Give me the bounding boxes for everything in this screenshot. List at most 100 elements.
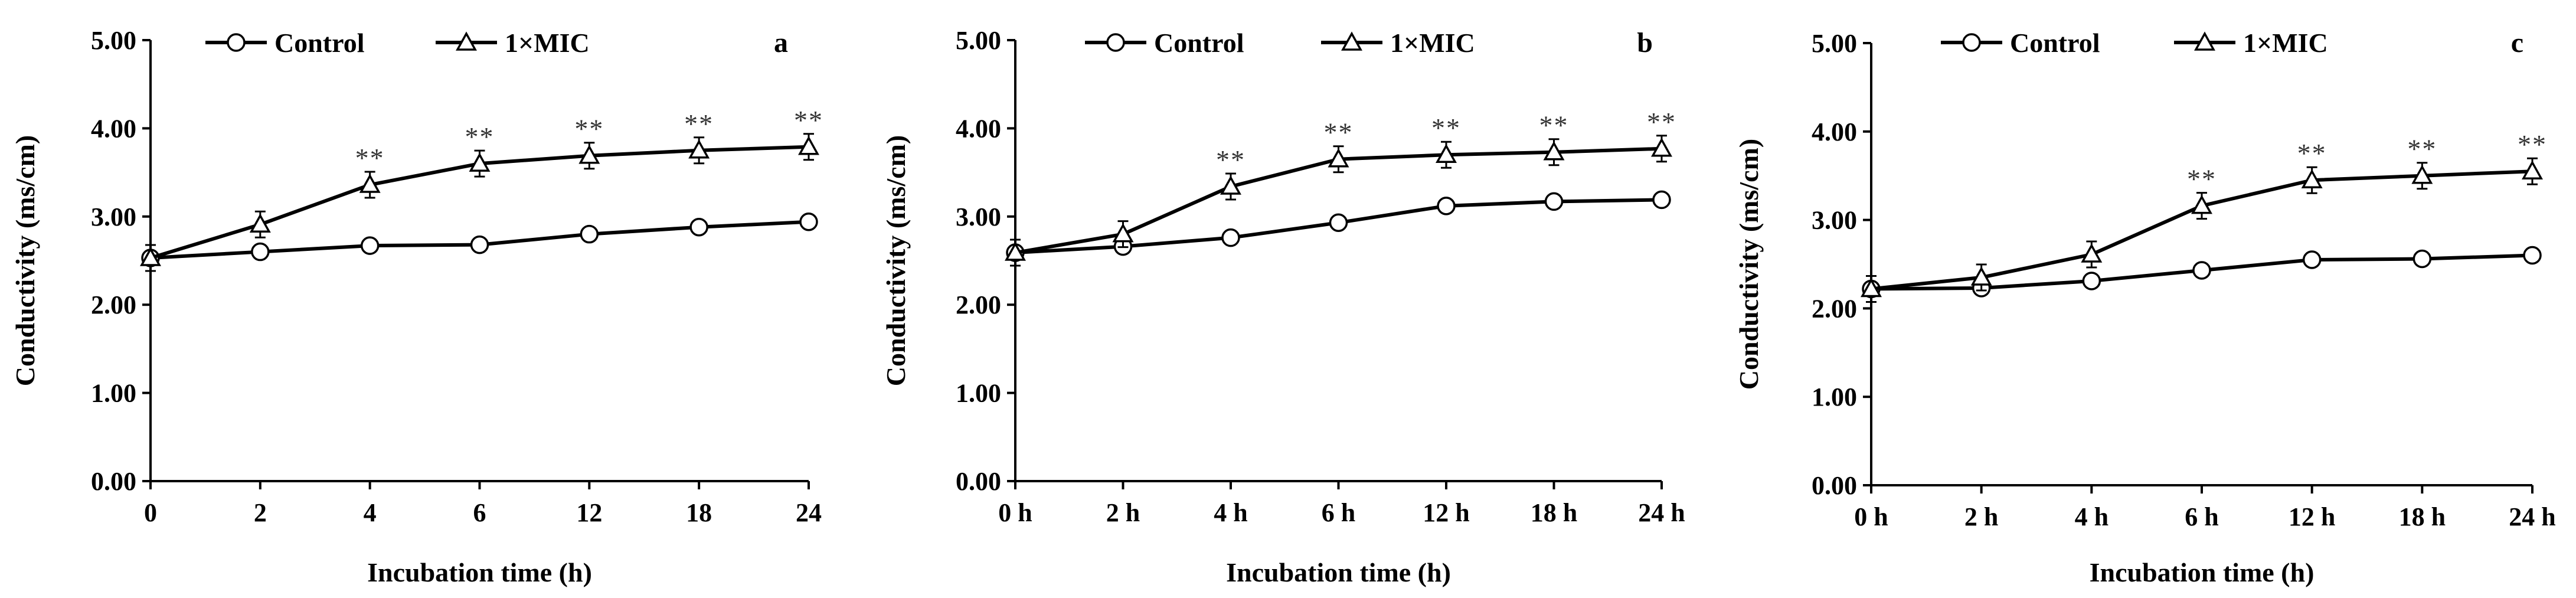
data-point-control — [1652, 190, 1671, 210]
x-tick-label: 2 h — [1106, 498, 1140, 527]
y-tick-label: 1.00 — [91, 379, 136, 408]
y-tick-label: 1.00 — [956, 379, 1001, 408]
data-point-control — [580, 224, 599, 244]
x-tick-label: 24 h — [2509, 502, 2555, 531]
data-point-control — [1437, 197, 1456, 215]
significance-marker: ** — [1539, 110, 1569, 140]
legend-marker-control — [1106, 33, 1125, 52]
data-point-control — [2523, 246, 2542, 265]
x-tick-label: 12 — [576, 498, 602, 527]
x-tick-label: 0 h — [998, 498, 1032, 527]
x-tick-label: 6 h — [2185, 502, 2218, 531]
data-point-mic — [688, 139, 710, 159]
x-tick-label: 0 — [144, 498, 157, 527]
data-point-mic — [2301, 169, 2323, 188]
x-tick-label: 0 h — [1854, 502, 1888, 531]
data-point-control — [799, 213, 818, 231]
data-point-control — [1221, 228, 1240, 247]
x-axis-label: Incubation time (h) — [367, 557, 592, 587]
y-tick-label: 4.00 — [1812, 117, 1857, 146]
legend-marker-mic — [2194, 31, 2215, 51]
data-point-mic — [140, 247, 161, 266]
x-tick-label: 2 — [254, 498, 267, 527]
y-tick-label: 0.00 — [1812, 471, 1857, 500]
significance-marker: ** — [2297, 138, 2327, 168]
panel-letter: b — [1637, 27, 1653, 58]
data-point-mic — [1436, 143, 1457, 163]
y-tick-label: 5.00 — [1812, 29, 1857, 58]
x-axis-label: Incubation time (h) — [2090, 557, 2315, 587]
legend-label-mic: 1×MIC — [2243, 28, 2328, 58]
data-point-mic — [1543, 141, 1565, 161]
y-tick-label: 2.00 — [91, 290, 136, 319]
x-tick-label: 6 h — [1322, 498, 1355, 527]
significance-marker: ** — [2518, 129, 2547, 159]
legend-label-control: Control — [274, 28, 365, 58]
data-point-control — [470, 235, 489, 254]
y-tick-label: 0.00 — [956, 467, 1001, 496]
y-tick-label: 1.00 — [1812, 383, 1857, 411]
significance-marker: ** — [2407, 134, 2437, 164]
data-point-control — [1544, 192, 1564, 211]
legend-marker-mic — [456, 31, 477, 51]
chart-panel-b: 0.00 1.00 2.00 3.00 4.00 5.00 0 h 2 h 4 h 6 h 12 h… — [881, 26, 1685, 587]
x-tick-label: 24 — [796, 498, 822, 527]
significance-marker: ** — [1324, 117, 1354, 148]
data-point-mic — [1651, 138, 1672, 157]
data-point-mic — [2191, 195, 2212, 214]
x-tick-label: 4 h — [2075, 502, 2108, 531]
data-point-control — [2192, 261, 2211, 280]
significance-marker: ** — [1216, 145, 1245, 175]
y-tick-label: 4.00 — [956, 114, 1001, 143]
x-tick-label: 12 h — [2289, 502, 2335, 531]
data-point-control — [2302, 250, 2322, 269]
data-point-control — [2412, 249, 2432, 269]
y-tick-label: 5.00 — [956, 26, 1001, 55]
legend-marker-control — [227, 33, 246, 52]
data-point-mic — [798, 136, 819, 155]
data-point-mic — [2522, 160, 2543, 179]
data-point-mic — [2081, 243, 2103, 263]
data-point-mic — [469, 152, 491, 172]
y-axis-label: Conductivity (ms/cm) — [1734, 139, 1764, 390]
data-point-mic — [359, 174, 381, 193]
x-tick-label: 18 h — [1531, 498, 1577, 527]
data-point-mic — [1861, 277, 1882, 298]
y-tick-label: 2.00 — [1812, 294, 1857, 323]
x-tick-label: 4 — [364, 498, 377, 527]
y-axis-label: Conductivity (ms/cm) — [10, 135, 40, 386]
y-tick-label: 4.00 — [91, 114, 136, 143]
significance-marker: ** — [2187, 164, 2217, 194]
x-tick-label: 12 h — [1423, 498, 1469, 527]
data-point-control — [2082, 272, 2101, 290]
data-point-mic — [249, 213, 271, 233]
significance-marker: ** — [465, 122, 495, 152]
y-tick-label: 3.00 — [91, 202, 136, 231]
significance-marker: ** — [574, 114, 604, 144]
y-axis-label: Conductivity (ms/cm) — [881, 135, 911, 386]
significance-marker: ** — [1431, 113, 1461, 143]
y-tick-label: 3.00 — [1812, 206, 1857, 235]
data-point-mic — [2411, 165, 2433, 184]
x-tick-label: 24 h — [1638, 498, 1685, 527]
x-tick-label: 18 — [686, 498, 712, 527]
data-point-mic — [1005, 241, 1026, 261]
significance-marker: ** — [355, 143, 385, 173]
data-point-mic — [1220, 175, 1241, 195]
x-tick-label: 4 h — [1214, 498, 1247, 527]
data-point-control — [689, 217, 708, 237]
data-point-control — [251, 242, 270, 262]
y-tick-label: 5.00 — [91, 26, 136, 55]
data-point-mic — [1970, 266, 1992, 286]
data-point-mic — [1328, 148, 1349, 168]
data-point-control — [1329, 213, 1348, 233]
panel-letter: c — [2511, 27, 2523, 58]
legend-label-mic: 1×MIC — [1390, 28, 1475, 58]
significance-marker: ** — [794, 105, 823, 135]
x-axis-label: Incubation time (h) — [1226, 557, 1451, 587]
chart-panel-a: 0.001.002.003.004.005.000 2 4 6 12 18 24Incuba… — [10, 26, 823, 587]
data-point-mic — [578, 145, 600, 164]
x-tick-label: 2 h — [1964, 502, 1998, 531]
legend-marker-control — [1962, 33, 1981, 52]
